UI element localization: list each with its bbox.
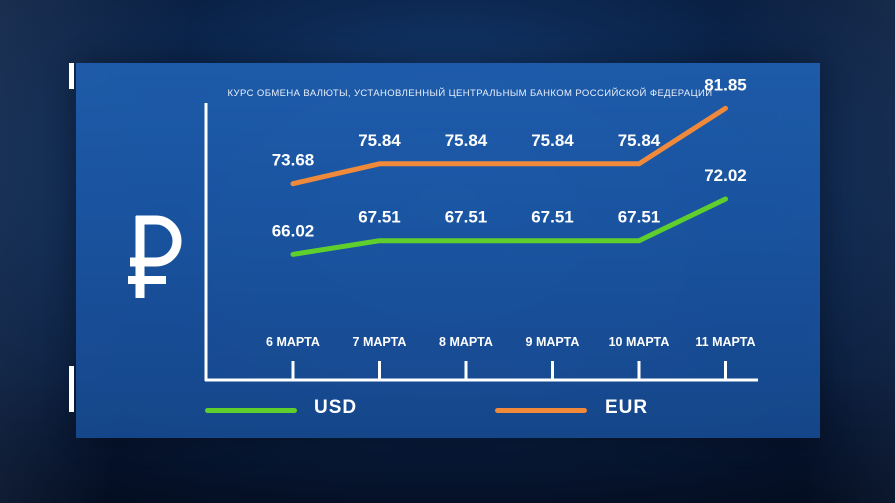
data-label-eur: 73.68 [272,151,315,170]
data-label-usd: 67.51 [618,208,661,227]
x-tick-label: 10 МАРТА [609,335,670,349]
data-label-eur: 75.84 [531,131,574,150]
legend-eur-swatch [495,408,587,413]
x-tick-label: 9 МАРТА [526,335,580,349]
legend-usd-swatch [205,408,297,413]
data-label-usd: 67.51 [358,208,401,227]
x-tick-label: 8 МАРТА [439,335,493,349]
series-line-usd [290,196,728,257]
x-tick-label: 11 МАРТА [695,335,755,349]
frame-bracket-top [69,63,74,89]
data-label-usd: 67.51 [445,208,488,227]
data-label-usd: 72.02 [704,166,747,185]
legend-usd-label: USD [314,397,358,418]
data-label-eur: 75.84 [618,131,661,150]
legend-eur-label: EUR [605,397,649,418]
x-tick-label: 7 МАРТА [353,335,407,349]
x-tick-label: 6 МАРТА [266,335,320,349]
data-label-eur: 75.84 [445,131,488,150]
data-label-eur: 81.85 [704,75,747,94]
frame-bracket-bottom [69,366,74,412]
data-label-usd: 66.02 [272,221,315,240]
data-label-usd: 67.51 [531,208,574,227]
ruble-icon [128,215,182,298]
series-line-eur [290,105,728,187]
chart-title: КУРС ОБМЕНА ВАЛЮТЫ, УСТАНОВЛЕННЫЙ ЦЕНТРА… [227,88,713,99]
data-label-eur: 75.84 [358,131,401,150]
